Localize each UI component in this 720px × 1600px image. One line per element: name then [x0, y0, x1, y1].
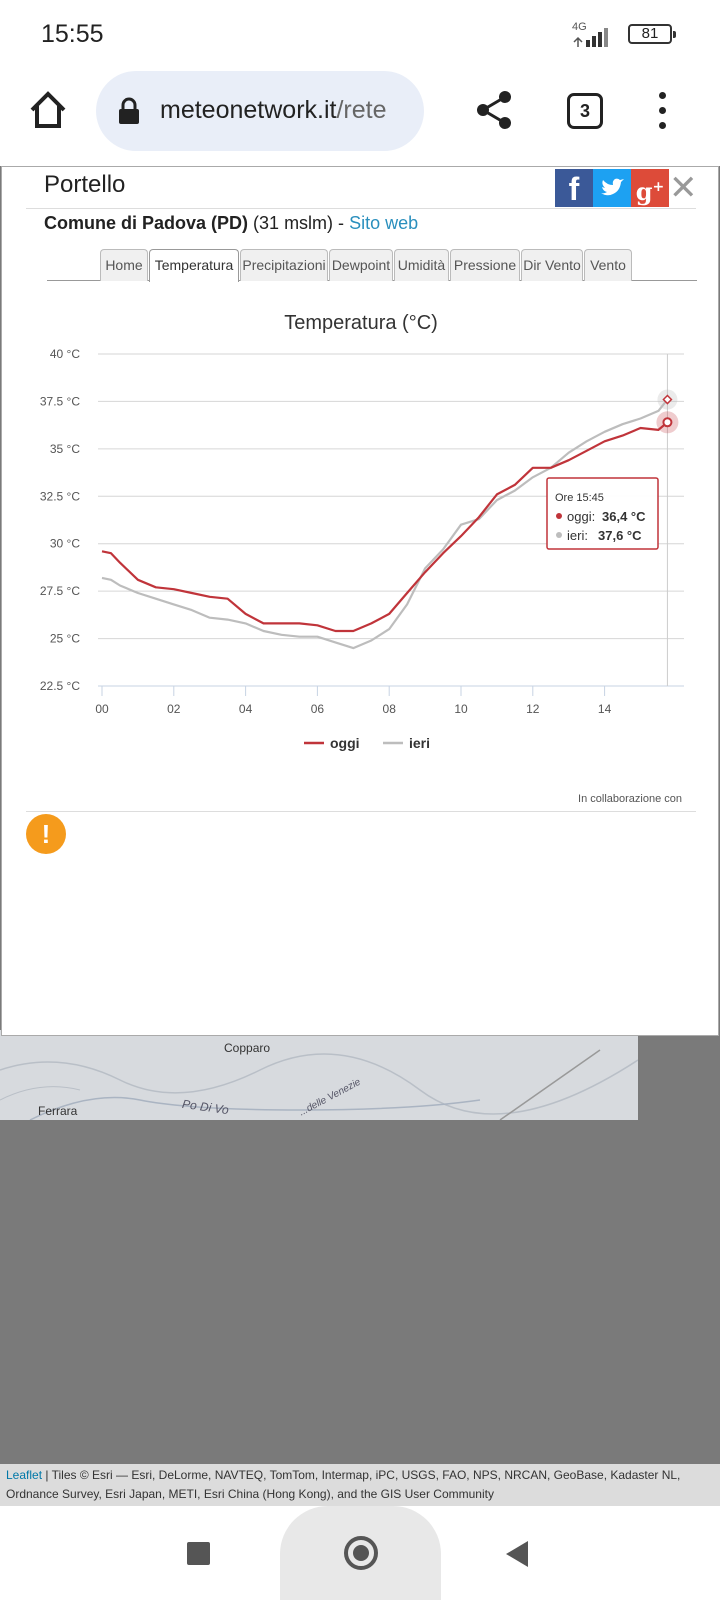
url-path: /rete: [336, 96, 387, 124]
station-popup: Portello f g+ ✕ Comune di Padova (PD) (3…: [1, 166, 719, 1036]
signal-icon: [573, 28, 608, 47]
map-label-ferrara: Ferrara: [38, 1104, 78, 1118]
tooltip-header: Ore 15:45: [555, 492, 604, 504]
x-tick-label: 10: [454, 702, 468, 716]
tab-temperatura[interactable]: Temperatura: [149, 249, 239, 282]
twitter-icon[interactable]: [593, 169, 631, 207]
battery-icon: 81: [628, 24, 676, 44]
tooltip-oggi-value: 36,4 °C: [602, 509, 646, 524]
y-tick-label: 40 °C: [50, 347, 80, 361]
googleplus-icon[interactable]: g+: [631, 169, 669, 207]
y-tick-label: 37.5 °C: [40, 394, 80, 408]
legend-oggi[interactable]: oggi: [330, 735, 360, 751]
x-axis-ticks: 00 02 04 06 08 10 12 14: [95, 686, 612, 716]
x-tick-label: 02: [167, 702, 181, 716]
facebook-icon[interactable]: f: [555, 169, 593, 207]
legend-ieri[interactable]: ieri: [409, 735, 430, 751]
tab-vento[interactable]: Vento: [584, 249, 632, 281]
x-tick-label: 06: [311, 702, 325, 716]
x-tick-label: 04: [239, 702, 253, 716]
x-tick-label: 00: [95, 702, 109, 716]
oggi-hover-marker: [662, 417, 673, 428]
url-text: meteonetwork.it/rete: [160, 96, 387, 125]
x-tick-label: 12: [526, 702, 540, 716]
tooltip-box: [546, 477, 659, 550]
tab-dewpoint[interactable]: Dewpoint: [329, 249, 393, 281]
back-button[interactable]: [506, 1541, 528, 1567]
leaflet-link[interactable]: Leaflet: [6, 1468, 43, 1482]
network-type-label: 4G: [572, 21, 587, 33]
map-area[interactable]: Copparo Ferrara Po Di Vo ...delle Venezi…: [0, 1030, 638, 1120]
hover-markers: [656, 389, 679, 434]
comune-name: Comune di Padova (PD): [44, 213, 249, 233]
y-tick-label: 25 °C: [50, 632, 80, 646]
divider: [26, 811, 696, 812]
close-icon[interactable]: ✕: [669, 169, 698, 207]
recents-button[interactable]: [187, 1542, 210, 1565]
series-line-ieri: [101, 398, 669, 650]
tab-pressione[interactable]: Pressione: [450, 249, 520, 281]
site-link[interactable]: Sito web: [349, 213, 419, 233]
series-line-oggi: [101, 421, 669, 633]
address-bar[interactable]: meteonetwork.it/rete: [96, 71, 424, 151]
chart-tabs: Home Temperatura Precipitazioni Dewpoint…: [47, 249, 697, 282]
chart-series: [101, 398, 669, 650]
y-tick-label: 35 °C: [50, 442, 80, 456]
url-host: meteonetwork.it: [160, 96, 337, 124]
y-tick-label: 32.5 °C: [40, 489, 80, 503]
tab-switcher-button[interactable]: 3: [567, 93, 603, 129]
battery-level: 81: [641, 25, 659, 42]
chart-grid: [98, 353, 684, 687]
tooltip-oggi-dot: [556, 513, 562, 519]
map-attribution: Leaflet | Tiles © Esri — Esri, DeLorme, …: [0, 1464, 720, 1506]
map-roads: [0, 1049, 638, 1120]
x-tick-label: 08: [383, 702, 397, 716]
browser-toolbar: meteonetwork.it/rete 3: [0, 66, 720, 166]
y-tick-label: 22.5 °C: [40, 679, 80, 693]
ieri-hover-marker: [662, 394, 673, 405]
chart-title: Temperatura (°C): [284, 312, 438, 334]
social-buttons: f g+: [555, 169, 669, 207]
station-location: Comune di Padova (PD) (31 mslm) - Sito w…: [44, 213, 418, 234]
altitude-text: (31 mslm) -: [253, 213, 345, 233]
y-axis-ticks: 22.5 °C 25 °C 27.5 °C 30 °C 32.5 °C 35 °C 37.5…: [40, 347, 80, 693]
warning-icon[interactable]: !: [26, 814, 66, 854]
share-icon[interactable]: [476, 90, 512, 130]
status-bar: 15:55 4G 81: [0, 0, 720, 66]
chart-tooltip: Ore 15:45 oggi: 36,4 °C ieri: 37,6 °C: [546, 477, 659, 550]
attribution-text: | Tiles © Esri — Esri, DeLorme, NAVTEQ, …: [6, 1468, 681, 1501]
collaboration-text: In collaborazione con: [578, 793, 682, 805]
tooltip-ieri-dot: [556, 532, 562, 538]
y-tick-label: 30 °C: [50, 537, 80, 551]
station-name: Portello: [44, 171, 126, 198]
tab-umidita[interactable]: Umidità: [394, 249, 449, 281]
status-time: 15:55: [41, 20, 104, 48]
tooltip-ieri-value: 37,6 °C: [598, 528, 642, 543]
chart-legend: oggi ieri: [304, 735, 430, 751]
tooltip-ieri-label: ieri:: [567, 528, 588, 543]
nav-home-button[interactable]: [344, 1536, 378, 1570]
x-tick-label: 14: [598, 702, 612, 716]
home-icon[interactable]: [28, 90, 68, 130]
divider: [26, 208, 696, 209]
tab-home[interactable]: Home: [100, 249, 148, 281]
temperature-chart[interactable]: Temperatura (°C) 22.5 °C 25 °C 27.5 °C 30 °…: [2, 287, 718, 787]
map-label-copparo: Copparo: [224, 1041, 271, 1055]
tab-dir-vento[interactable]: Dir Vento: [521, 249, 583, 281]
y-tick-label: 27.5 °C: [40, 584, 80, 598]
tooltip-oggi-label: oggi:: [567, 509, 595, 524]
tab-precipitazioni[interactable]: Precipitazioni: [240, 249, 328, 281]
lock-icon: [119, 97, 139, 124]
overflow-menu-icon[interactable]: [656, 92, 668, 130]
system-nav-bar: [0, 1506, 720, 1600]
